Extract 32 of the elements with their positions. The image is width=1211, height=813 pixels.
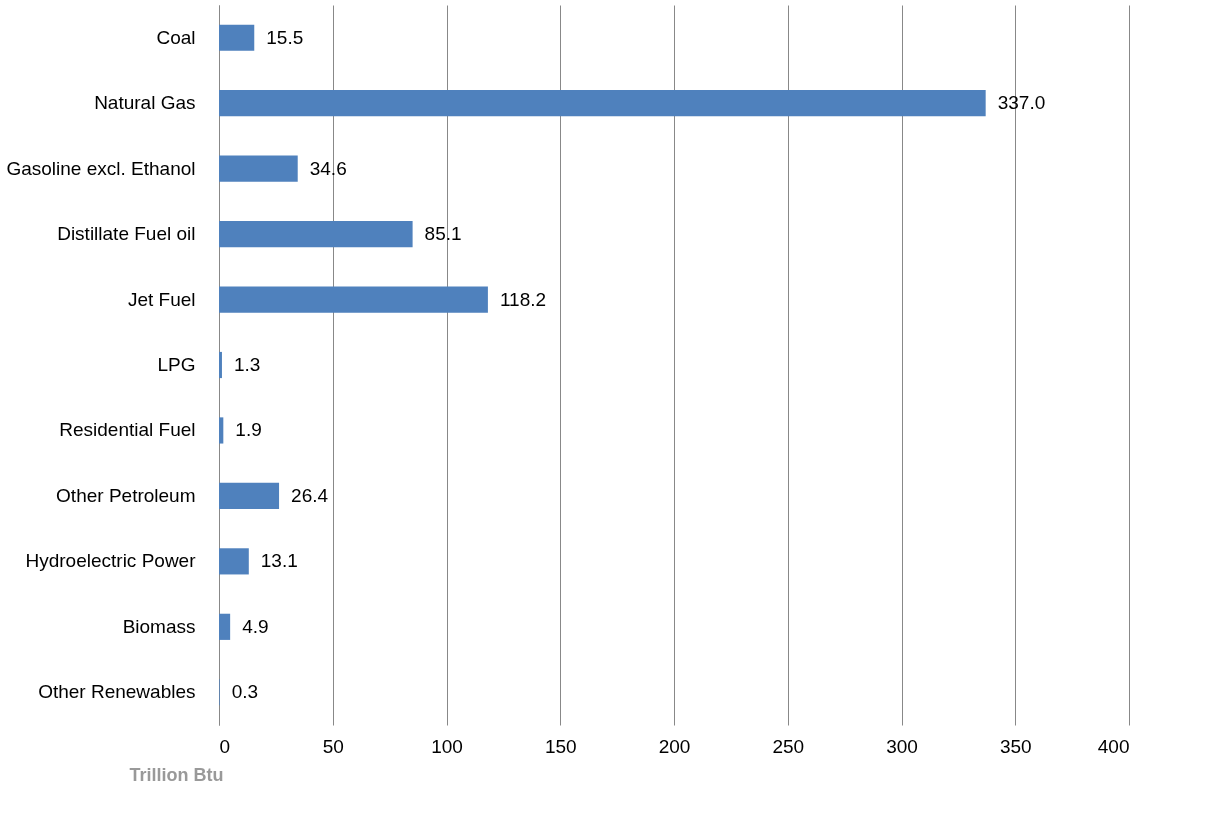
x-tick-label: 350	[999, 735, 1032, 757]
x-tick-label: 50	[322, 735, 344, 757]
y-tick-label: Distillate Fuel oil	[57, 223, 196, 245]
x-tick-label: 200	[658, 735, 691, 757]
data-label: 118.2	[499, 288, 547, 310]
data-label: 85.1	[424, 223, 462, 245]
x-tick-label: 0	[219, 735, 231, 757]
data-label: 13.1	[260, 550, 298, 572]
y-tick-label: Other Renewables	[38, 681, 196, 703]
data-label: 34.6	[309, 157, 347, 179]
y-tick-label: Natural Gas	[94, 92, 196, 114]
data-label: 337.0	[997, 92, 1046, 114]
y-tick-label: Jet Fuel	[127, 288, 196, 310]
data-label: 1.3	[233, 354, 261, 375]
x-tick-label: 400	[1097, 735, 1130, 757]
y-tick-label: Other Petroleum	[56, 484, 196, 506]
data-label: 0.3	[231, 681, 259, 703]
y-tick-label: LPG	[157, 354, 196, 375]
y-tick-label: Hydroelectric Power	[25, 550, 197, 572]
y-tick-label: Gasoline excl. Ethanol	[6, 157, 196, 179]
x-tick-label: 300	[886, 735, 918, 757]
x-axis-title: Trillion Btu	[129, 764, 224, 785]
data-label: 1.9	[235, 419, 262, 441]
y-tick-label: Residential Fuel	[59, 419, 196, 441]
x-tick-label: 150	[544, 735, 577, 757]
data-label: 26.4	[291, 484, 329, 506]
y-tick-label: Biomass	[122, 615, 196, 637]
data-label: 15.5	[266, 26, 304, 48]
x-tick-label: 100	[431, 735, 463, 757]
y-tick-label: Coal	[156, 26, 196, 48]
data-label: 4.9	[242, 615, 269, 637]
x-tick-label: 250	[772, 735, 805, 757]
